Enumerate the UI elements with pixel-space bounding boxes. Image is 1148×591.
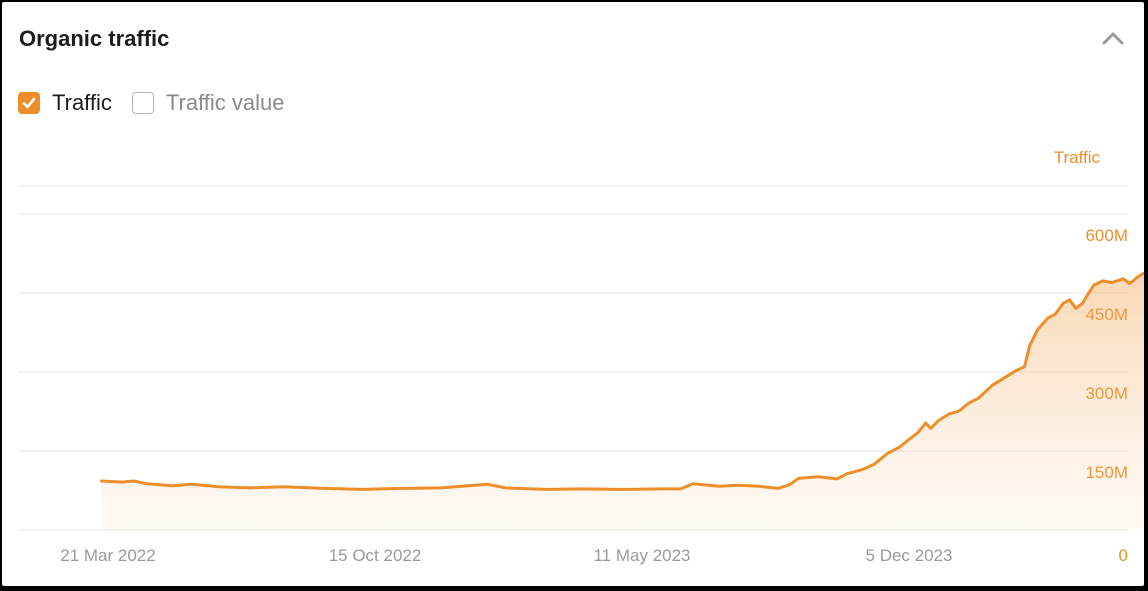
x-tick-label: 21 Mar 2022 [60, 546, 155, 565]
chevron-up-icon [1102, 32, 1124, 45]
x-tick-label: 15 Oct 2022 [329, 546, 422, 565]
checkbox-checked-icon[interactable] [18, 92, 40, 114]
y-tick-label: 0 [1119, 546, 1128, 565]
x-tick-label: 5 Dec 2023 [866, 546, 953, 565]
collapse-button[interactable] [1100, 26, 1126, 52]
checkbox-unchecked-icon[interactable] [131, 92, 154, 114]
legend-toggle-traffic-value[interactable]: Traffic value [131, 90, 285, 116]
x-tick-label: 11 May 2023 [593, 546, 690, 565]
y-tick-label: 600M [1085, 226, 1128, 245]
y-axis-title: Traffic [1054, 148, 1101, 167]
legend-label-traffic-value: Traffic value [165, 90, 285, 115]
legend-toggle-traffic[interactable]: Traffic [18, 90, 112, 116]
card-title: Organic traffic [19, 26, 170, 51]
traffic-area-fill [101, 273, 1144, 530]
legend-label-traffic: Traffic [52, 90, 112, 115]
series-legend: Traffic Traffic value [18, 90, 305, 116]
traffic-series-line [100, 271, 1144, 491]
